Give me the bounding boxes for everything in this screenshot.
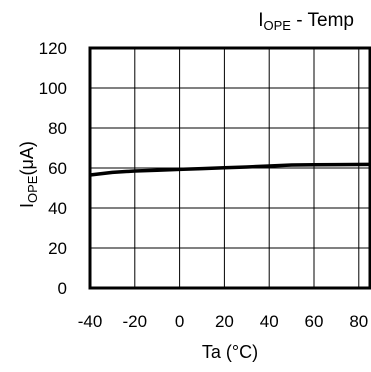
x-tick-label: 60 <box>305 312 324 331</box>
series-line <box>89 162 371 177</box>
x-tick-label: 80 <box>349 312 368 331</box>
series-lines <box>89 162 371 177</box>
y-tick-label: 20 <box>48 239 67 258</box>
y-axis-label-suffix: (μA) <box>17 141 37 175</box>
y-axis-label: IOPE(μA) <box>17 141 40 208</box>
chart-title-main: I <box>258 10 263 31</box>
x-axis-label: Ta (°C) <box>202 342 258 362</box>
y-tick-label: 0 <box>58 279 67 298</box>
y-axis-label-sub: OPE <box>25 175 40 203</box>
chart-title-sub: OPE <box>264 18 292 33</box>
y-tick-label: 60 <box>48 159 67 178</box>
y-axis-label-main: I <box>17 203 37 208</box>
x-tick-label: 40 <box>260 312 279 331</box>
plot-frame <box>88 46 371 290</box>
x-tick-label: -20 <box>123 312 148 331</box>
y-tick-labels: 0 20 40 60 80 100 120 <box>39 39 67 298</box>
chart-title-suffix: - Temp <box>291 10 354 31</box>
y-tick-label: 100 <box>39 79 67 98</box>
x-tick-label: -40 <box>78 312 103 331</box>
x-tick-label: 0 <box>175 312 184 331</box>
y-tick-label: 40 <box>48 199 67 218</box>
chart-title: IOPE - Temp <box>258 10 354 33</box>
y-tick-label: 120 <box>39 39 67 58</box>
x-tick-labels: -40 -20 0 20 40 60 80 <box>78 312 369 331</box>
x-tick-label: 20 <box>215 312 234 331</box>
y-tick-label: 80 <box>48 119 67 138</box>
